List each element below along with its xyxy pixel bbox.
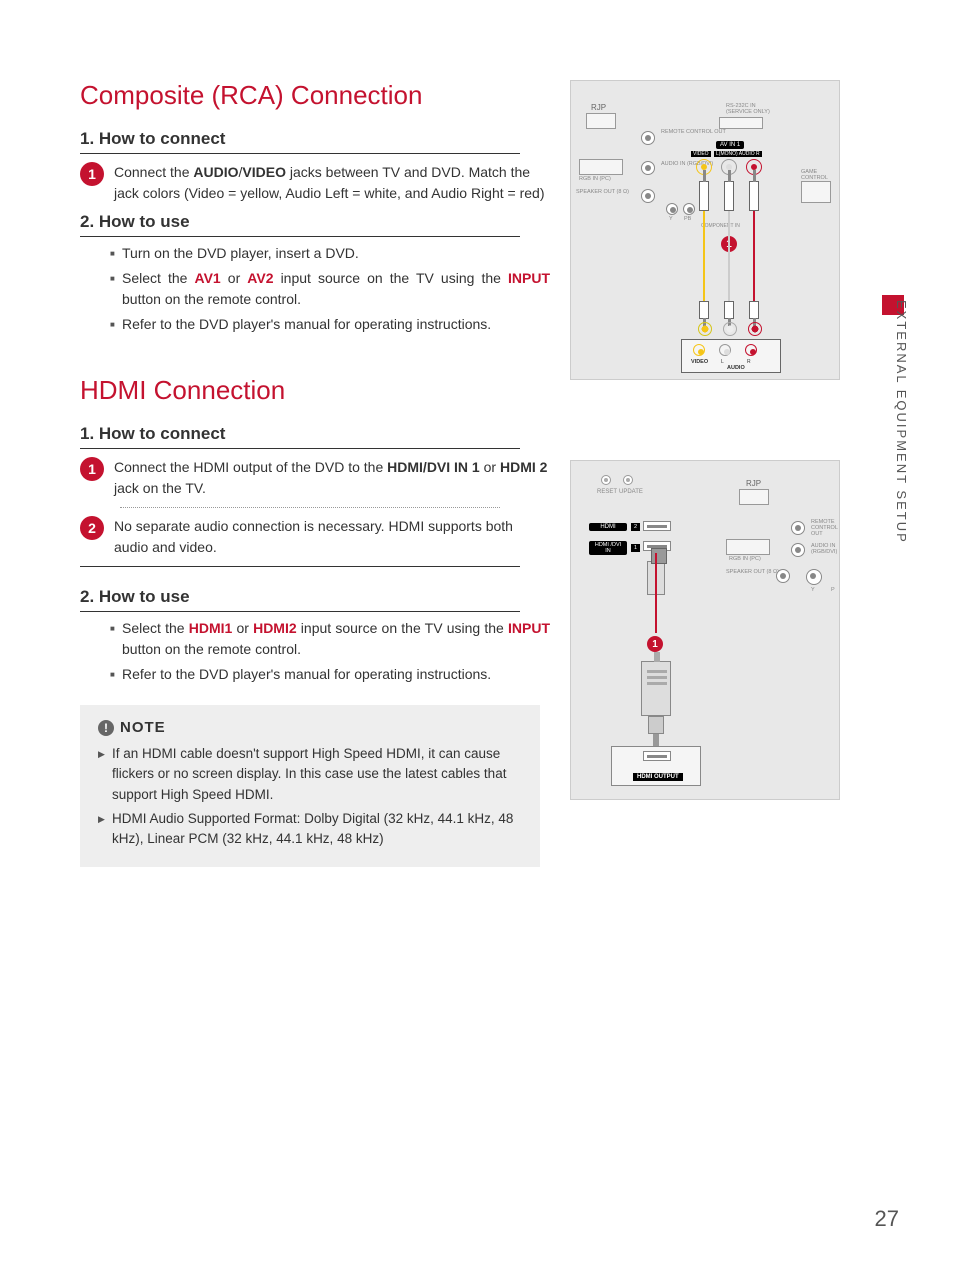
section2-step1: 1 Connect the HDMI output of the DVD to …	[80, 457, 550, 499]
manual-page: EXTERNAL EQUIPMENT SETUP 27 Composite (R…	[0, 0, 954, 1272]
audioin-port	[641, 161, 655, 175]
section1-use-item: Refer to the DVD player's manual for ope…	[110, 314, 550, 335]
section1-how-use: 2. How to use	[80, 212, 520, 237]
section2-step1-text: Connect the HDMI output of the DVD to th…	[114, 457, 550, 499]
remote-port-2	[791, 521, 805, 535]
rgb-port	[579, 159, 623, 175]
plug-white	[724, 181, 734, 211]
plug-red-bot	[749, 301, 759, 319]
rjp-port	[586, 113, 616, 129]
section1-use-item: Turn on the DVD player, insert a DVD.	[110, 243, 550, 264]
section2-use-item: Refer to the DVD player's manual for ope…	[110, 664, 550, 685]
audioin-port-2	[791, 543, 805, 557]
plug-red	[749, 181, 759, 211]
rs232-port	[719, 117, 763, 129]
note-box: ! NOTE If an HDMI cable doesn't support …	[80, 705, 540, 867]
note-title: NOTE	[120, 719, 166, 736]
section2-use-list: Select the HDMI1 or HDMI2 input source o…	[80, 618, 550, 685]
plug-yellow-bot	[699, 301, 709, 319]
step-badge-1: 1	[80, 162, 104, 186]
solid-divider	[80, 566, 520, 567]
step-badge-2: 2	[80, 516, 104, 540]
section2-use-item: Select the HDMI1 or HDMI2 input source o…	[110, 618, 550, 660]
side-section-label: EXTERNAL EQUIPMENT SETUP	[894, 300, 909, 544]
game-port	[801, 181, 831, 203]
section2-how-connect: 1. How to connect	[80, 424, 520, 449]
section2-step2-text: No separate audio connection is necessar…	[114, 516, 550, 558]
section1-use-item: Select the AV1 or AV2 input source on th…	[110, 268, 550, 310]
section1-title: Composite (RCA) Connection	[80, 80, 550, 111]
note-title-row: ! NOTE	[98, 719, 522, 736]
step-badge-1: 1	[80, 457, 104, 481]
avin1-label: AV IN 1	[716, 141, 744, 149]
alert-icon: !	[98, 720, 114, 736]
hdmi2-port	[643, 521, 671, 531]
speaker-port-2	[776, 569, 790, 583]
dotted-divider	[120, 507, 500, 508]
diagram-callout-1: 1	[647, 636, 663, 652]
section2-title: HDMI Connection	[80, 375, 550, 406]
section2-step2: 2 No separate audio connection is necess…	[80, 516, 550, 558]
hdmi-diagram: RESET UPDATE RJP HDMI 2 HDMI /DVI IN 1 R…	[570, 460, 840, 800]
speaker-port	[641, 189, 655, 203]
plug-white-bot	[724, 301, 734, 319]
rjp-port-2	[739, 489, 769, 505]
remote-port	[641, 131, 655, 145]
section1-step1: 1 Connect the AUDIO/VIDEO jacks between …	[80, 162, 550, 204]
section1-use-list: Turn on the DVD player, insert a DVD. Se…	[80, 243, 550, 335]
rgb-port-2	[726, 539, 770, 555]
hdmi-cable	[641, 661, 671, 716]
section2-how-use: 2. How to use	[80, 587, 520, 612]
section1-step1-text: Connect the AUDIO/VIDEO jacks between TV…	[114, 162, 550, 204]
plug-yellow	[699, 181, 709, 211]
note-item: If an HDMI cable doesn't support High Sp…	[98, 744, 522, 805]
note-item: HDMI Audio Supported Format: Dolby Digit…	[98, 809, 522, 850]
page-number: 27	[875, 1206, 899, 1232]
section1-how-connect: 1. How to connect	[80, 129, 520, 154]
rca-diagram: RJP RS-232C IN (SERVICE ONLY) REMOTE CON…	[570, 80, 840, 380]
